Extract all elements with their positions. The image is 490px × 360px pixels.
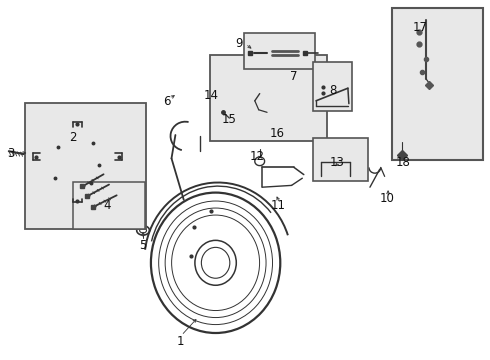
Text: 11: 11 <box>271 199 286 212</box>
Bar <box>244 33 315 69</box>
Bar <box>313 62 352 111</box>
Text: 8: 8 <box>329 84 337 97</box>
Text: 15: 15 <box>222 113 237 126</box>
Text: 1: 1 <box>176 335 184 348</box>
Bar <box>210 55 327 141</box>
Text: 5: 5 <box>139 239 147 252</box>
Bar <box>73 182 145 229</box>
Text: 10: 10 <box>380 192 394 205</box>
Text: 12: 12 <box>250 150 265 163</box>
Bar <box>25 103 146 229</box>
Text: 16: 16 <box>270 127 284 140</box>
Text: 9: 9 <box>235 37 243 50</box>
Text: 7: 7 <box>290 70 298 83</box>
Text: 17: 17 <box>413 21 428 33</box>
Text: 14: 14 <box>203 89 218 102</box>
Bar <box>313 138 368 181</box>
Text: 3: 3 <box>7 147 15 159</box>
Text: 18: 18 <box>395 156 410 169</box>
Text: 13: 13 <box>330 156 344 169</box>
Text: 2: 2 <box>69 131 76 144</box>
Text: 4: 4 <box>103 199 111 212</box>
Bar <box>392 8 483 160</box>
Text: 6: 6 <box>163 95 171 108</box>
